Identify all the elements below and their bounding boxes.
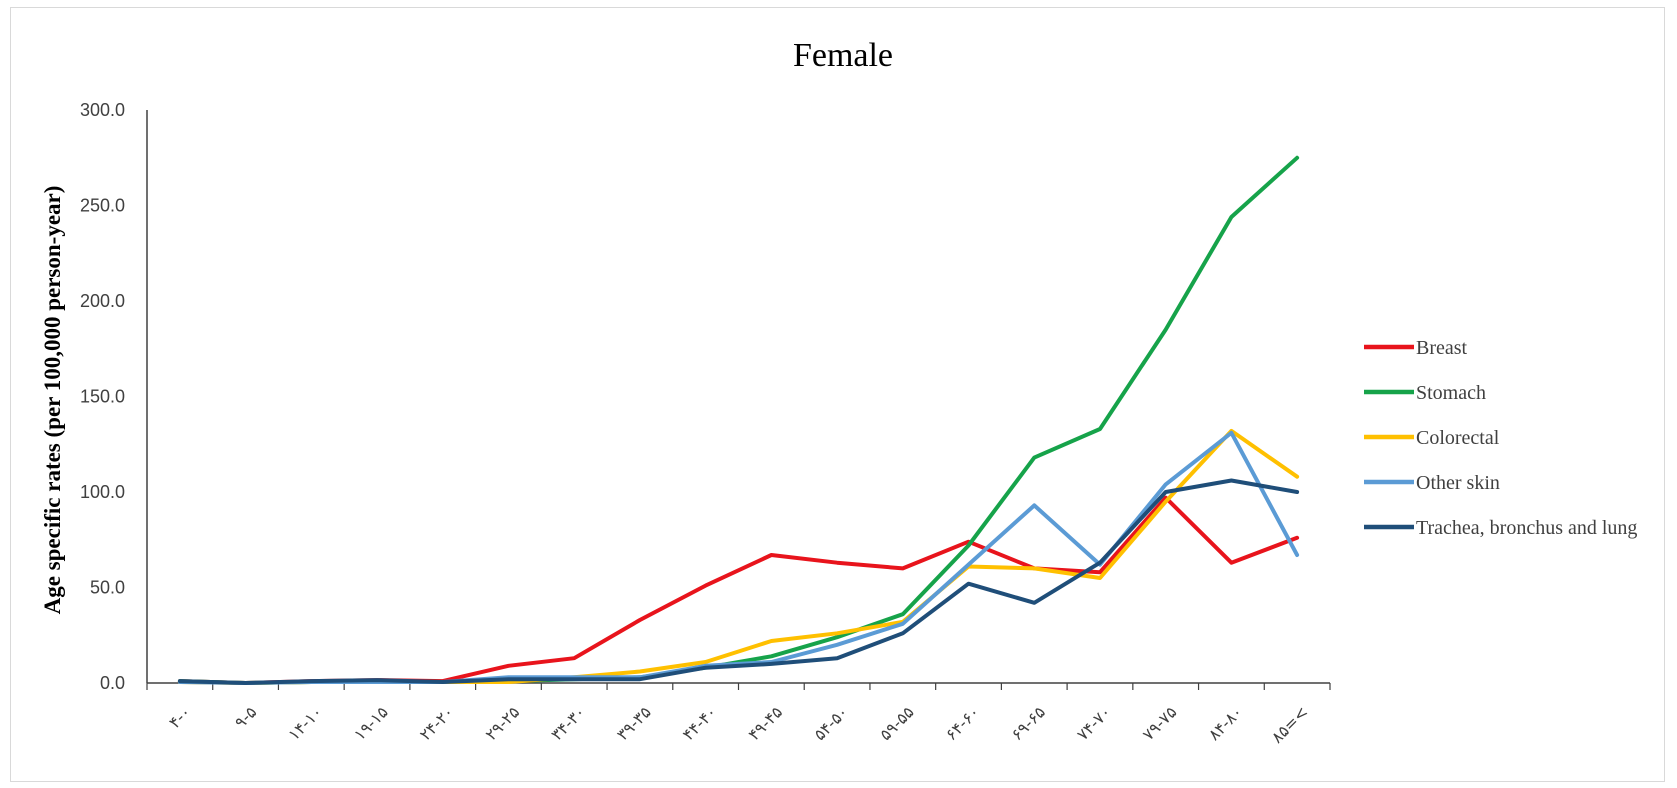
x-tick-label: ۳۴-۳۰ (547, 702, 589, 744)
y-tick-label: 100.0 (80, 482, 125, 502)
legend-label: Other skin (1416, 472, 1500, 494)
x-tick-label: ۶۴-۶۰ (942, 702, 984, 744)
x-tick-label: ۴۹-۴۵ (744, 702, 786, 744)
x-tick-label: ۱۴-۱۰ (284, 702, 326, 744)
x-tick-label: ۳۹-۳۵ (613, 702, 655, 744)
y-tick-label: 50.0 (90, 578, 125, 598)
x-tick-label: ۵۴-۵۰ (810, 702, 852, 744)
y-axis-label: Age specific rates (per 100,000 person-y… (40, 186, 65, 615)
x-tick-label: ۶۹-۶۵ (1007, 702, 1049, 744)
x-tick-label: ۱۹-۱۵ (350, 702, 392, 744)
series-line-other-skin (177, 430, 1300, 685)
legend-label: Breast (1416, 337, 1468, 359)
y-tick-label: 200.0 (80, 291, 125, 311)
x-tick-label: ۷۴-۷۰ (1073, 702, 1115, 744)
x-tick-label: ۴۴-۴۰ (679, 702, 721, 744)
y-tick-label: 0.0 (100, 673, 125, 693)
legend-label: Stomach (1416, 382, 1486, 404)
axes: 0.0 50.0 100.0 150.0 200.0 250.0 300.0 ۴-۰ ۹-۵ ۱۴… (80, 100, 1331, 747)
x-tick-label: ۹-۵ (231, 702, 261, 732)
chart-frame (10, 7, 1665, 782)
y-tick-label: 150.0 (80, 387, 125, 407)
legend-label: Trachea, bronchus and lung (1416, 517, 1637, 539)
x-tick-label: ۲۹-۲۵ (481, 702, 523, 744)
x-tick-label: ۵۹-۵۵ (876, 702, 918, 744)
series-line-colorectal (177, 428, 1300, 685)
y-tick-label: 300.0 (80, 100, 125, 120)
series-lines (177, 155, 1300, 685)
x-tick-label: ۸۵=< (1267, 702, 1312, 747)
chart-title: Female (793, 37, 893, 74)
y-tick-label: 250.0 (80, 196, 125, 216)
series-line-stomach (177, 155, 1300, 685)
x-tick-label: ۲۴-۲۰ (416, 702, 458, 744)
x-tick-label: ۴-۰ (165, 702, 195, 732)
x-tick-label: ۷۹-۷۵ (1139, 702, 1181, 744)
series-line-trachea-bronchus-and-lung (177, 478, 1300, 685)
legend-label: Colorectal (1416, 427, 1500, 449)
legend: Breast Stomach Colorectal Other skin Trachea… (1364, 337, 1637, 539)
x-tick-label: ۸۴-۸۰ (1204, 702, 1246, 744)
